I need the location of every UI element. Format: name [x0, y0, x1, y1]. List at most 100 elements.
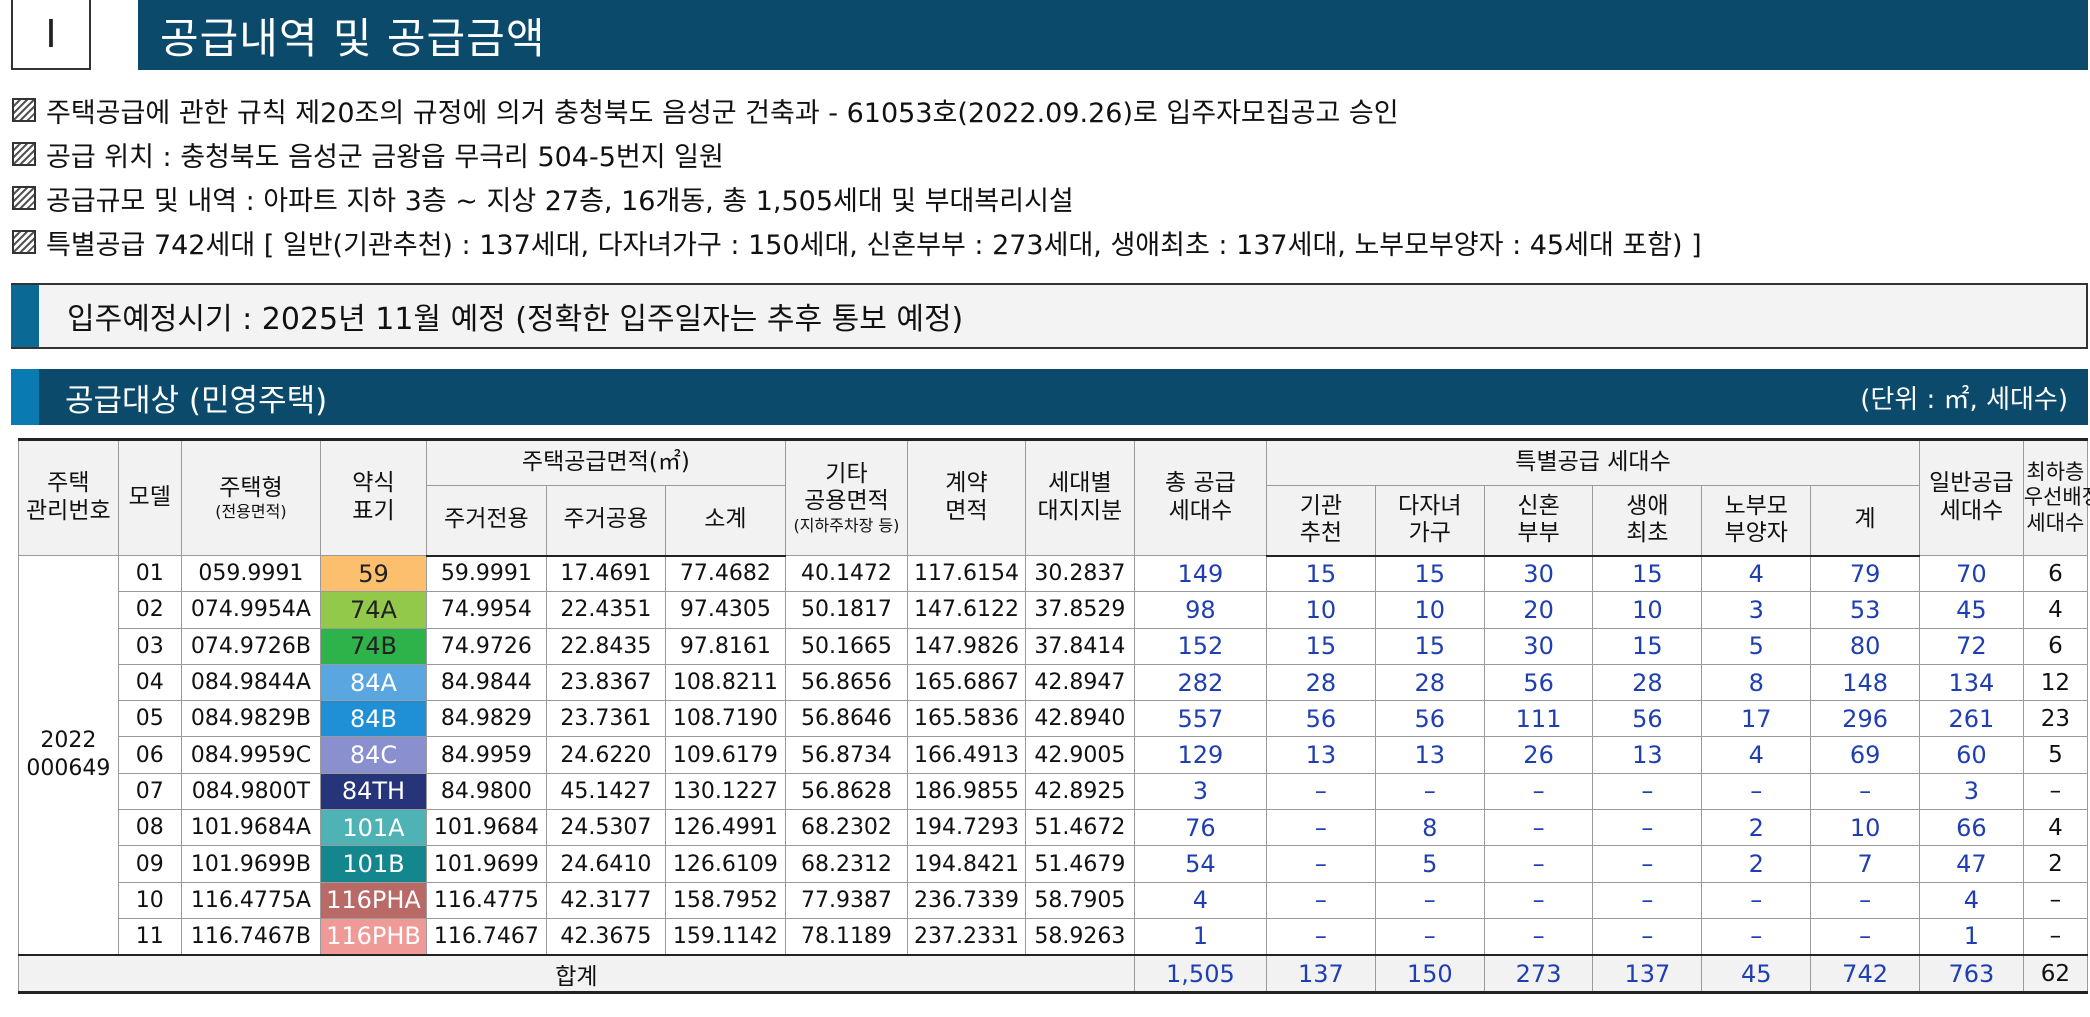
cell-contract: 194.8421 — [906, 845, 1026, 883]
cell-sp-sum: 69 — [1810, 736, 1921, 774]
note-item: 특별공급 742세대 [ 일반(기관추천) : 137세대, 다자녀가구 : 1… — [12, 220, 2082, 264]
total-label: 합계 — [18, 953, 1135, 995]
cell-exclusive: 101.9684 — [425, 809, 547, 847]
total-newly: 273 — [1483, 953, 1594, 995]
cell-newly: – — [1483, 917, 1594, 956]
col-sp-sum: 계 — [1810, 485, 1921, 557]
table-row: 05 084.9829B 84B 84.9829 23.7361 108.7190 56.8… — [19, 700, 2089, 738]
cell-common: 42.3675 — [545, 917, 666, 956]
cell-type: 116.4775A — [180, 881, 322, 919]
header-row-2: 주거전용 주거공용 소계 기관 추천 다자녀 가구 신혼 부부 생애 최초 노부모 부양자 계 — [19, 485, 2088, 557]
cell-total: 149 — [1133, 554, 1268, 593]
unit-label: (단위 : ㎡, 세대수) — [1860, 384, 2068, 415]
cell-newly: – — [1483, 845, 1594, 883]
col-abbr: 약식 표기 — [320, 438, 427, 556]
cell-multi: 8 — [1374, 809, 1485, 847]
col-general: 일반공급 세대수 — [1919, 438, 2024, 556]
cell-model: 09 — [117, 845, 182, 883]
notes-list: 주택공급에 관한 규칙 제20조의 규정에 의거 충청북도 음성군 건축과 - … — [12, 88, 2082, 264]
cell-sp-sum: – — [1810, 881, 1921, 919]
note-text: 공급규모 및 내역 : 아파트 지하 3층 ~ 지상 27층, 16개동, 총 … — [46, 185, 1074, 217]
cell-type: 084.9800T — [180, 772, 322, 811]
cell-general: 47 — [1919, 845, 2024, 883]
cell-other-common: 56.8628 — [784, 772, 908, 811]
cell-general: 66 — [1919, 809, 2024, 847]
cell-land: 42.8947 — [1024, 663, 1135, 702]
cell-inst: – — [1266, 917, 1376, 956]
cell-first: – — [1592, 917, 1703, 956]
hatched-box-icon — [12, 142, 36, 166]
table-row: 10 116.4775A 116PHA 116.4775 42.3177 158.7952… — [19, 881, 2089, 919]
table-row: 2022 000649 01 059.9991 59 59.9991 17.4691 77.4… — [18, 554, 2089, 956]
supply-table: 주택 관리번호 모델 주택형 (전용면적) 약식 표기 주택공급면적(㎡) 기타 공용면적 (지하주… — [18, 438, 2090, 995]
cell-model: 05 — [117, 700, 182, 738]
cell-first: 56 — [1592, 700, 1703, 738]
cell-general: 70 — [1919, 554, 2024, 593]
total-supply: 1,505 — [1133, 953, 1268, 995]
cell-contract: 186.9855 — [906, 772, 1026, 811]
cell-land: 37.8529 — [1024, 591, 1135, 629]
cell-land: 42.8925 — [1024, 772, 1135, 811]
cell-multi: 15 — [1374, 627, 1485, 665]
cell-inst: 28 — [1266, 663, 1376, 702]
cell-newly: 30 — [1483, 554, 1594, 593]
cell-sp-sum: 10 — [1810, 809, 1921, 847]
cell-multi: – — [1374, 917, 1485, 956]
table-row: 02 074.9954A 74A 74.9954 22.4351 97.4305 50.18… — [19, 591, 2089, 629]
cell-subtotal: 126.6109 — [664, 845, 786, 883]
cell-general: 261 — [1919, 700, 2024, 738]
cell-total: 54 — [1133, 845, 1268, 883]
cell-contract: 166.4913 — [906, 736, 1026, 774]
cell-elder: 2 — [1701, 845, 1812, 883]
cell-inst: 10 — [1266, 591, 1376, 629]
cell-lowest: 4 — [2022, 591, 2089, 629]
total-multi: 150 — [1374, 953, 1485, 995]
cell-abbr-badge: 84C — [320, 736, 427, 774]
cell-total: 557 — [1133, 700, 1268, 738]
page-title-text: 공급내역 및 공급금액 — [160, 13, 546, 63]
page-title: 공급내역 및 공급금액 — [138, 0, 2088, 70]
cell-type: 074.9954A — [180, 591, 322, 629]
cell-exclusive: 74.9954 — [425, 591, 547, 629]
movein-text: 입주예정시기 : 2025년 11월 예정 (정확한 입주일자는 추후 통보 예… — [67, 302, 964, 337]
col-area-group: 주택공급면적(㎡) — [425, 438, 786, 486]
total-row: 합계 1,505 137 150 273 137 45 742 763 62 — [18, 953, 2089, 995]
cell-lowest: 6 — [2022, 627, 2089, 665]
cell-newly: 30 — [1483, 627, 1594, 665]
cell-first: 15 — [1592, 554, 1703, 593]
cell-type: 101.9684A — [180, 809, 322, 847]
cell-abbr-badge: 84A — [320, 663, 427, 702]
cell-type: 074.9726B — [180, 627, 322, 665]
cell-other-common: 78.1189 — [784, 917, 908, 956]
cell-type: 059.9991 — [180, 554, 322, 593]
cell-total: 282 — [1133, 663, 1268, 702]
movein-accent — [11, 285, 39, 347]
table-row: 07 084.9800T 84TH 84.9800 45.1427 130.1227 56.… — [19, 772, 2089, 811]
cell-exclusive: 116.7467 — [425, 917, 547, 956]
col-contract: 계약 면적 — [906, 438, 1026, 556]
hatched-box-icon — [12, 186, 36, 210]
cell-abbr-badge: 59 — [320, 554, 427, 593]
cell-type: 084.9959C — [180, 736, 322, 774]
cell-general: 60 — [1919, 736, 2024, 774]
cell-model: 07 — [117, 772, 182, 811]
section-header: 공급대상 (민영주택) (단위 : ㎡, 세대수) — [11, 369, 2088, 425]
table-row: 09 101.9699B 101B 101.9699 24.6410 126.6109 68… — [19, 845, 2089, 883]
movein-banner: 입주예정시기 : 2025년 11월 예정 (정확한 입주일자는 추후 통보 예… — [11, 283, 2088, 349]
cell-subtotal: 158.7952 — [664, 881, 786, 919]
col-sp-multi: 다자녀 가구 — [1374, 485, 1485, 557]
total-first: 137 — [1592, 953, 1703, 995]
cell-subtotal: 130.1227 — [664, 772, 786, 811]
cell-elder: 4 — [1701, 736, 1812, 774]
cell-exclusive: 59.9991 — [425, 554, 547, 593]
cell-contract: 237.2331 — [906, 917, 1026, 956]
table-row: 06 084.9959C 84C 84.9959 24.6220 109.6179 56.8… — [19, 736, 2089, 774]
cell-common: 23.8367 — [545, 663, 666, 702]
note-item: 주택공급에 관한 규칙 제20조의 규정에 의거 충청북도 음성군 건축과 - … — [12, 88, 2082, 132]
cell-contract: 236.7339 — [906, 881, 1026, 919]
cell-sp-sum: 79 — [1810, 554, 1921, 593]
cell-newly: 111 — [1483, 700, 1594, 738]
cell-general: 3 — [1919, 772, 2024, 811]
section-title: 공급대상 (민영주택) — [65, 382, 328, 419]
col-area-subtotal: 소계 — [664, 485, 786, 557]
